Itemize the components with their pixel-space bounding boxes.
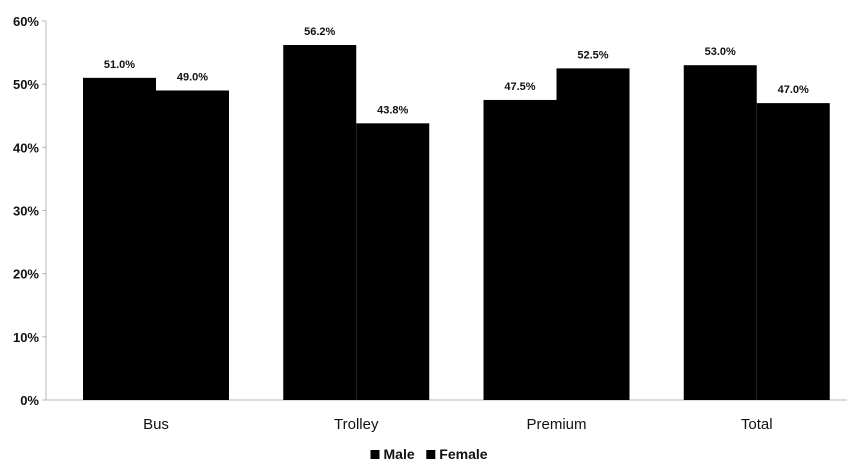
data-label-female-total: 47.0%	[778, 84, 809, 96]
bar-female-total	[756, 103, 830, 400]
legend-label-female: Female	[439, 446, 487, 462]
bars	[83, 45, 830, 401]
y-tick-label: 0%	[20, 393, 39, 408]
data-label-male-total: 53.0%	[705, 46, 736, 58]
legend-swatch-female	[426, 450, 436, 459]
bar-male-trolley	[283, 45, 357, 401]
y-tick-label: 30%	[13, 204, 39, 219]
legend-swatch-male	[370, 450, 380, 459]
y-tick-label: 40%	[13, 140, 39, 155]
data-label-male-premium: 47.5%	[504, 81, 535, 93]
bar-male-total	[683, 65, 757, 400]
bar-male-bus	[83, 77, 156, 400]
bar-female-trolley	[356, 123, 430, 400]
data-labels: 51.0% 49.0% 56.2% 43.8% 47.5% 52.5% 53.0% 47.0%	[104, 26, 809, 116]
legend: Male Female	[370, 446, 488, 462]
y-tick-label: 60%	[13, 14, 39, 29]
bar-male-premium	[483, 99, 557, 400]
x-category-label: Bus	[143, 416, 169, 433]
y-tick-label: 50%	[13, 77, 39, 92]
x-category-label: Trolley	[334, 416, 379, 433]
x-category-label: Total	[741, 416, 773, 433]
data-label-female-bus: 49.0%	[177, 71, 208, 83]
data-label-female-trolley: 43.8%	[377, 104, 408, 116]
legend-label-male: Male	[384, 446, 415, 462]
bar-female-premium	[556, 68, 630, 400]
data-label-male-bus: 51.0%	[104, 59, 135, 71]
x-category-label: Premium	[526, 416, 586, 433]
bar-female-bus	[156, 90, 229, 400]
data-label-female-premium: 52.5%	[577, 49, 608, 61]
y-tick-label: 20%	[13, 267, 39, 282]
y-tick-label: 10%	[13, 330, 39, 345]
data-label-male-trolley: 56.2%	[304, 26, 335, 38]
